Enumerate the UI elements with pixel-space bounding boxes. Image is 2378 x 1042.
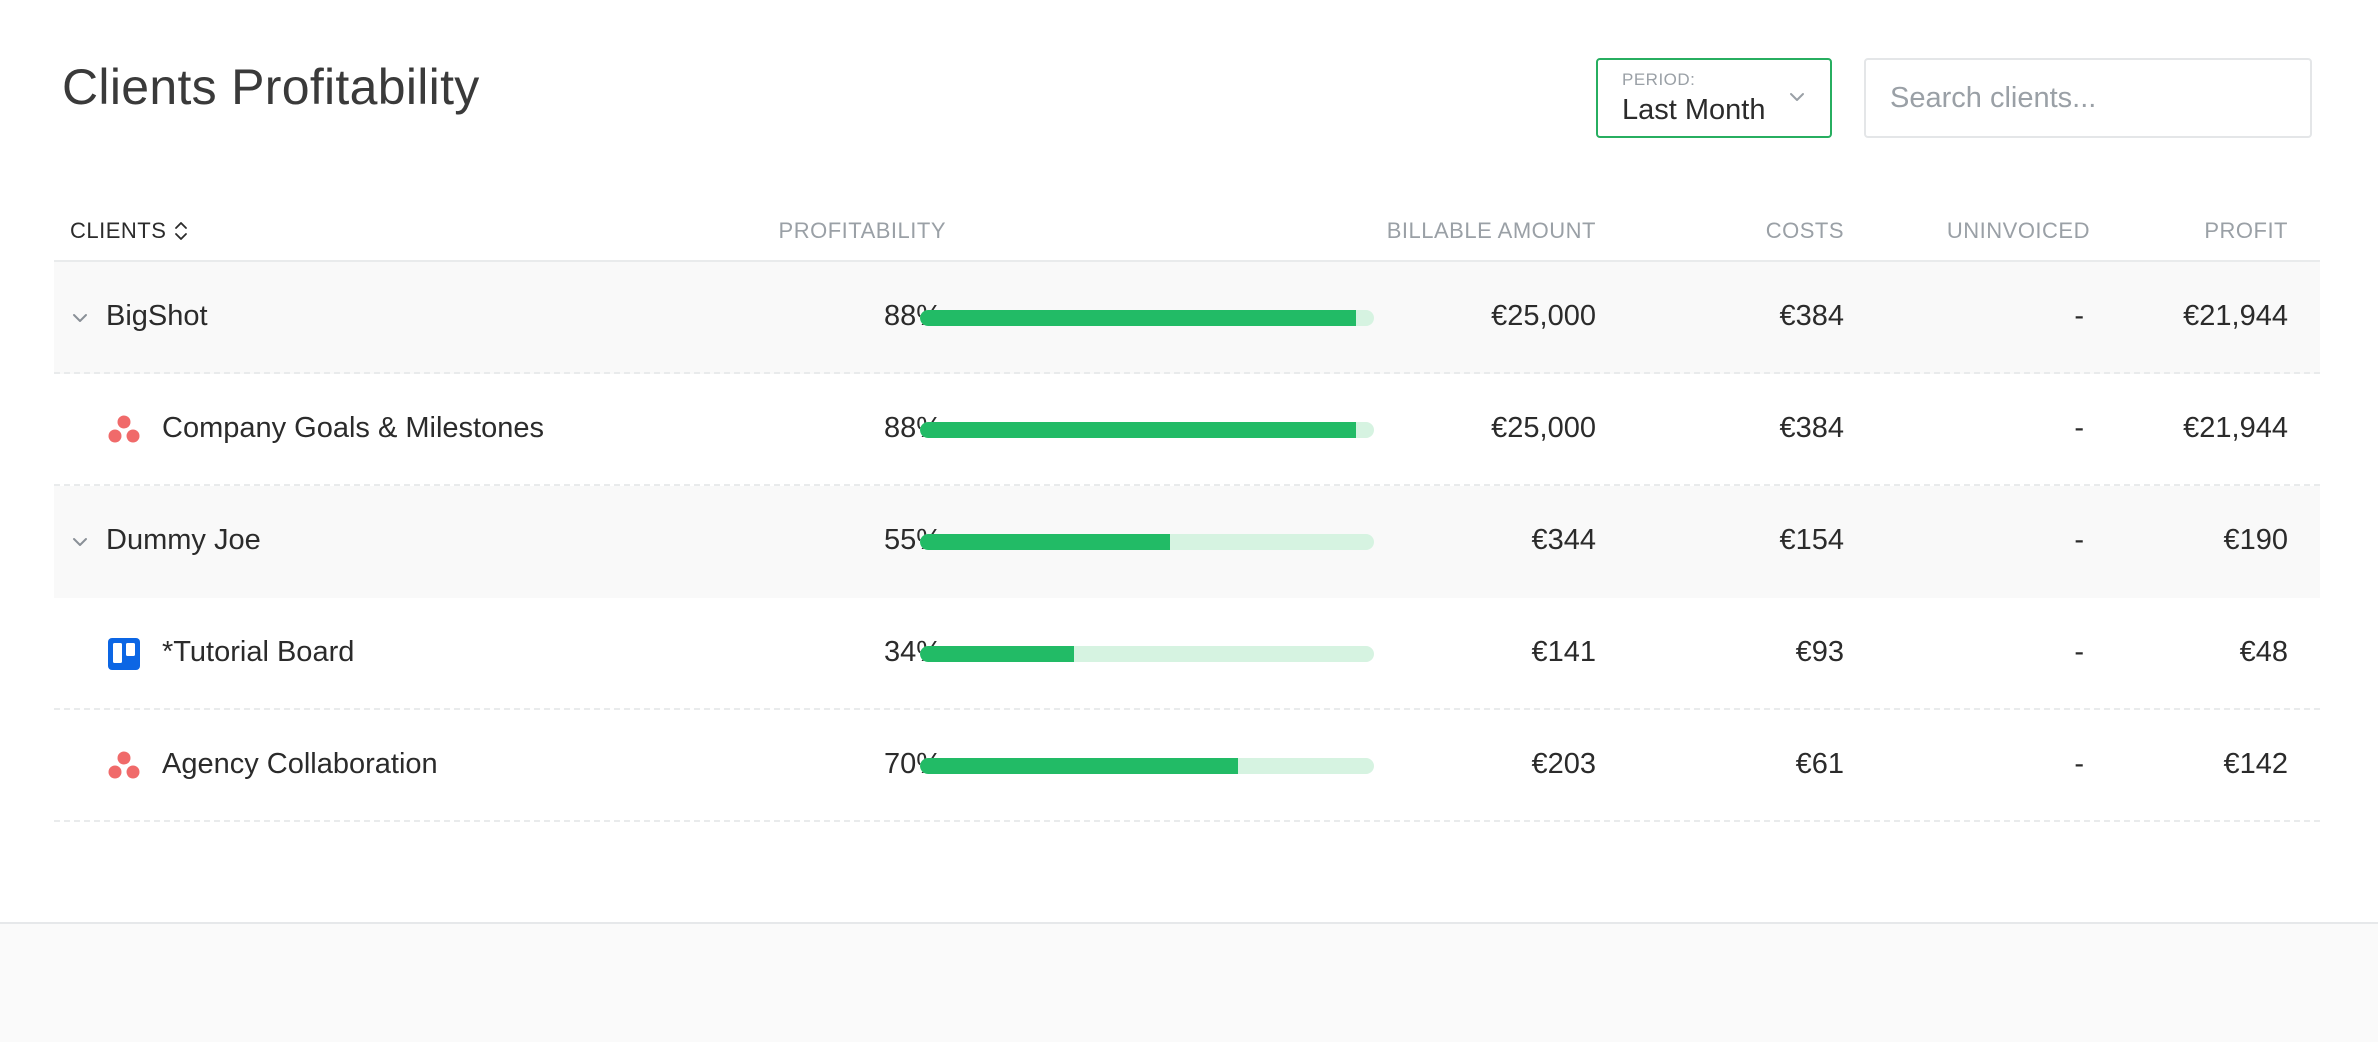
profit-value: €190 (2223, 524, 2288, 556)
uninvoiced-value: - (2074, 748, 2084, 780)
chevron-down-icon (1790, 93, 1804, 101)
profitability-bar-fill (920, 422, 1356, 438)
profit-value: €21,944 (2183, 412, 2288, 444)
project-row[interactable]: Company Goals & Milestones 88% €25,000 €… (54, 374, 2320, 486)
project-name: Agency Collaboration (162, 748, 438, 780)
profitability-bar (920, 422, 1374, 438)
chevron-down-icon[interactable] (70, 532, 90, 552)
period-value: Last Month (1622, 94, 1766, 126)
uninvoiced-value: - (2074, 412, 2084, 444)
profitability-bar-fill (920, 758, 1238, 774)
uninvoiced-value: - (2074, 300, 2084, 332)
project-name: Company Goals & Milestones (162, 412, 544, 444)
asana-icon (108, 415, 140, 443)
costs-header: COSTS (1765, 218, 1844, 243)
profitability-bar (920, 758, 1374, 774)
project-row[interactable]: *Tutorial Board 34% €141 €93 - €48 (54, 598, 2320, 710)
client-group-row[interactable]: Dummy Joe 55% €344 €154 - €190 (54, 486, 2320, 598)
profit-value: €142 (2223, 748, 2288, 780)
table-header: CLIENTS PROFITABILITY BILLABLE AMOUNT CO… (54, 206, 2320, 262)
costs-value: €154 (1779, 524, 1844, 556)
billable-amount: €203 (1531, 748, 1596, 780)
chevron-down-icon[interactable] (70, 308, 90, 328)
uninvoiced-header: UNINVOICED (1946, 218, 2090, 243)
client-name: BigShot (106, 300, 208, 332)
billable-amount: €25,000 (1491, 412, 1596, 444)
profit-value: €48 (2239, 636, 2288, 668)
profit-header: PROFIT (2204, 218, 2288, 243)
billable-amount: €141 (1531, 636, 1596, 668)
billable-amount-header: BILLABLE AMOUNT (1386, 218, 1596, 243)
period-label: PERIOD: (1622, 70, 1696, 89)
search-input[interactable] (1864, 58, 2312, 138)
profitability-bar (920, 646, 1374, 662)
billable-amount: €344 (1531, 524, 1596, 556)
profitability-bar-fill (920, 534, 1170, 550)
costs-value: €93 (1795, 636, 1844, 668)
asana-icon (108, 751, 140, 779)
project-name: *Tutorial Board (162, 636, 355, 668)
profitability-header: PROFITABILITY (778, 218, 946, 243)
client-rows: BigShot 88% €25,000 €384 - €21,944 Compa… (54, 262, 2320, 822)
trello-icon (108, 638, 140, 670)
profitability-bar (920, 310, 1374, 326)
footer-area (0, 922, 2378, 1042)
profitability-bar-fill (920, 310, 1356, 326)
clients-sort-header[interactable]: CLIENTS (70, 218, 188, 244)
billable-amount: €25,000 (1491, 300, 1596, 332)
sort-icon (175, 222, 188, 240)
profit-value: €21,944 (2183, 300, 2288, 332)
uninvoiced-value: - (2074, 636, 2084, 668)
clients-header-label: CLIENTS (70, 218, 167, 243)
costs-value: €61 (1795, 748, 1844, 780)
period-select[interactable]: PERIOD: Last Month (1596, 58, 1832, 138)
client-name: Dummy Joe (106, 524, 261, 556)
project-row[interactable]: Agency Collaboration 70% €203 €61 - €142 (54, 710, 2320, 822)
costs-value: €384 (1779, 300, 1844, 332)
client-group-row[interactable]: BigShot 88% €25,000 €384 - €21,944 (54, 262, 2320, 374)
profitability-bar-fill (920, 646, 1075, 662)
costs-value: €384 (1779, 412, 1844, 444)
profitability-bar (920, 534, 1374, 550)
uninvoiced-value: - (2074, 524, 2084, 556)
page-title: Clients Profitability (62, 59, 480, 115)
